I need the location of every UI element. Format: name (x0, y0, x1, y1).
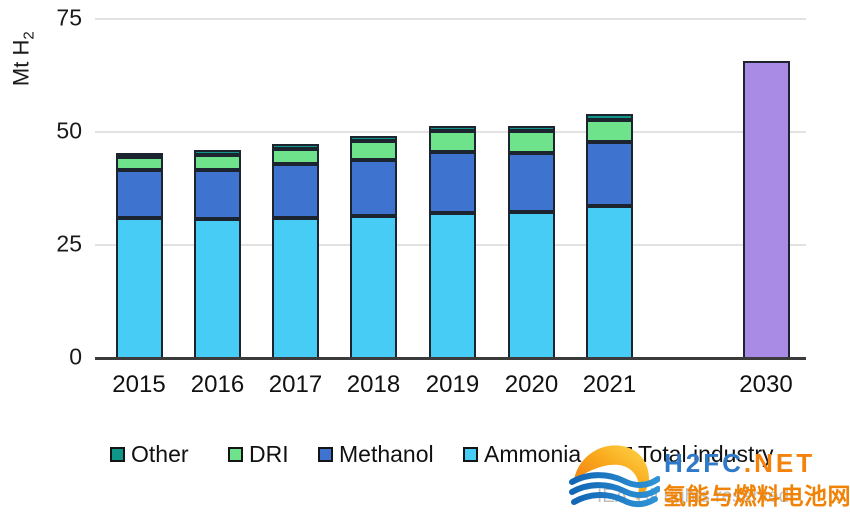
bar-2017 (272, 144, 319, 359)
legend-item-dri: DRI (228, 441, 289, 468)
bar-segment-dri (350, 140, 397, 160)
bar-segment-other (429, 126, 476, 131)
bar-2030 (742, 61, 790, 359)
legend-label: Other (131, 441, 189, 467)
watermark-site-blue: H2FC (664, 448, 744, 478)
bar-segment-ammonia (586, 206, 633, 359)
gridline-75 (95, 18, 806, 20)
bar-2021 (586, 114, 633, 359)
bar-segment-ammonia (429, 212, 476, 359)
y-tick-label-0: 0 (69, 342, 82, 369)
bar-segment-other (586, 114, 633, 120)
bar-2015 (115, 152, 163, 359)
y-tick-label-50: 50 (56, 117, 82, 144)
bar-segment-methanol (508, 153, 555, 213)
bar-segment-ammonia (115, 217, 163, 359)
bar-segment-other (115, 152, 163, 158)
logo-wave-2 (569, 482, 660, 498)
bar-segment-dri (586, 119, 633, 142)
x-tick-label-2017: 2017 (268, 371, 323, 398)
y-axis-title-subscript: 2 (20, 31, 38, 40)
legend-label: Ammonia (484, 441, 582, 467)
logo-wave-1 (569, 472, 660, 488)
x-tick-label-2030: 2030 (739, 371, 793, 398)
x-axis-line (95, 356, 806, 360)
legend-item-ammonia: Ammonia (463, 441, 581, 468)
x-tick-label-2019: 2019 (425, 371, 480, 398)
bar-2016 (194, 150, 241, 359)
bar-segment-dri (272, 148, 319, 165)
y-tick-label-25: 25 (56, 230, 82, 257)
legend-label: Total industry (638, 441, 774, 467)
bar-2020 (508, 126, 555, 359)
x-tick-label-2021: 2021 (582, 371, 637, 398)
legend-swatch-icon (110, 447, 125, 462)
bar-segment-methanol (350, 159, 397, 216)
bar-segment-methanol (272, 164, 319, 219)
bar-segment-ammonia (272, 218, 319, 359)
x-tick-label-2020: 2020 (504, 371, 559, 398)
bar-segment-methanol (194, 170, 241, 220)
logo-wave-3 (571, 492, 658, 507)
bar-2018 (350, 136, 397, 359)
logo-sun (574, 445, 650, 500)
legend-label: Methanol (339, 441, 434, 467)
watermark-site-orange: .NET (743, 448, 816, 478)
legend-swatch-icon (318, 447, 333, 462)
h2fc-watermark-logo-icon (569, 445, 660, 507)
h2fc-watermark-text: H2FC.NET (664, 448, 815, 479)
bar-segment-other (508, 126, 555, 131)
h2fc-watermark-chinese-text: 氢能与燃料电池网 (663, 483, 850, 509)
bar-segment-methanol (429, 152, 476, 213)
bar-segment-ammonia (350, 215, 397, 359)
bar-segment-ammonia (194, 219, 241, 359)
bar-segment-other (350, 136, 397, 141)
bar-segment-dri (508, 130, 555, 154)
legend-label: DRI (249, 441, 289, 467)
bar-2019 (429, 126, 476, 359)
bar-segment-methanol (586, 141, 633, 206)
x-tick-label-2018: 2018 (346, 371, 401, 398)
y-tick-label-75: 75 (56, 4, 82, 31)
bar-segment-dri (194, 154, 241, 171)
bar-segment-methanol (115, 170, 163, 218)
bar-segment-ammonia (508, 212, 555, 359)
legend-item-other: Other (110, 441, 189, 468)
x-tick-label-2016: 2016 (190, 371, 245, 398)
legend-swatch-icon (463, 447, 478, 462)
legend-item-methanol: Methanol (318, 441, 434, 468)
bar-segment-dri (115, 157, 163, 171)
bar-segment-dri (429, 130, 476, 153)
x-tick-label-2015: 2015 (112, 371, 166, 398)
bar-segment-other (194, 150, 241, 155)
bar-segment-other (272, 144, 319, 149)
legend-swatch-icon (228, 447, 243, 462)
bar-segment-total-industry (742, 61, 790, 359)
